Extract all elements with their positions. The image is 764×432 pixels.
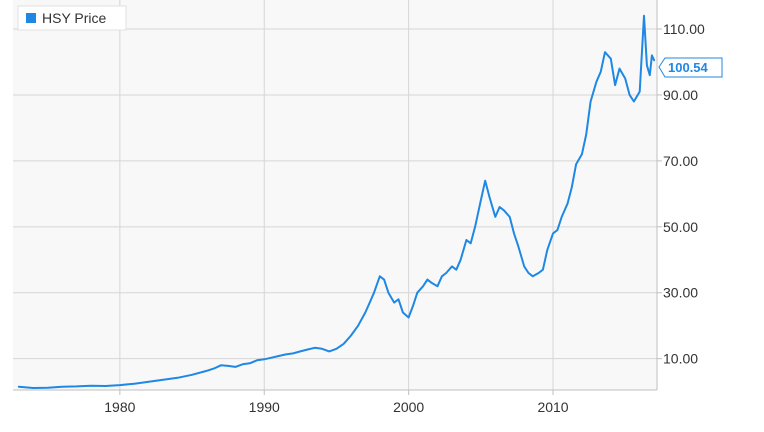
last-value-box [658, 57, 723, 78]
x-tick-label: 2010 [537, 399, 568, 415]
legend[interactable]: HSY Price [17, 5, 127, 31]
legend-label: HSY Price [42, 10, 107, 26]
x-tick-label: 1990 [249, 399, 280, 415]
y-tick-label: 50.00 [663, 219, 698, 235]
legend-swatch [26, 13, 36, 23]
y-tick-label: 110.00 [663, 21, 705, 37]
series-line-hsy-price [17, 14, 656, 389]
x-axis-ticks: 1980 1990 2000 2010 [104, 390, 569, 415]
y-tick-label: 10.00 [663, 351, 698, 367]
plot-area [13, 0, 657, 390]
grid [13, 0, 657, 390]
x-tick-label: 2000 [393, 399, 424, 415]
x-tick-label: 1980 [104, 399, 135, 415]
y-tick-label: 70.00 [663, 153, 698, 169]
y-tick-label: 90.00 [663, 87, 698, 103]
last-value-text: 100.54 [668, 60, 709, 75]
last-value-label: 100.54 [658, 57, 723, 78]
y-axis-ticks: 10.00 30.00 50.00 70.00 90.00 110.00 [657, 21, 705, 367]
y-tick-label: 30.00 [663, 285, 698, 301]
